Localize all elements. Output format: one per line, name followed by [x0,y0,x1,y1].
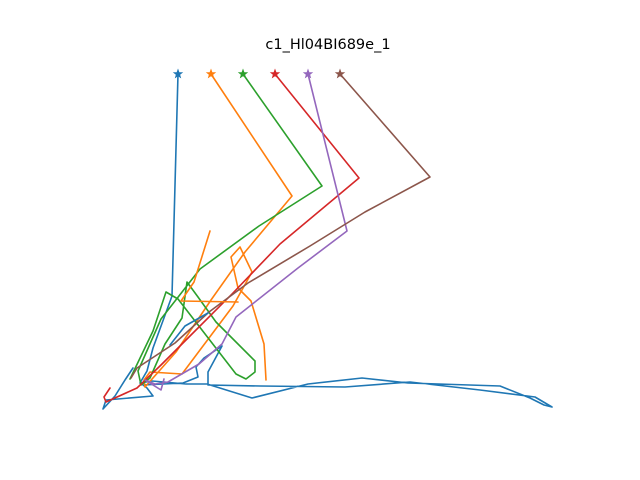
series-line-6 [130,73,431,379]
marker-layer [172,68,346,79]
series-line-7 [180,230,239,303]
series-line-4 [103,73,360,403]
series-line-1 [102,73,553,410]
start-star-marker-5 [302,68,314,79]
series-line-8 [169,312,209,346]
start-star-marker-6 [334,68,346,79]
series-line-3 [129,73,323,386]
series-layer [102,73,553,410]
start-star-marker-3 [237,68,249,79]
chart-title: c1_Hl04BI689e_1 [265,37,390,53]
start-star-marker-2 [205,68,217,79]
series-line-5 [144,73,348,391]
start-star-marker-4 [269,68,281,79]
start-star-marker-1 [172,68,184,79]
